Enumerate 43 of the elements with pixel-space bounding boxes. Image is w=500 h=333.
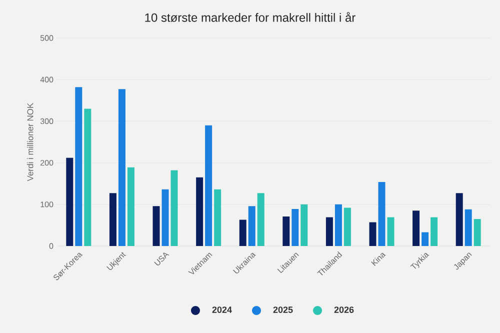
bar (239, 220, 246, 246)
bar (205, 125, 212, 246)
y-tick-label: 500 (40, 35, 54, 41)
legend-label: 2024 (212, 306, 232, 313)
legend-label: 2025 (273, 306, 293, 313)
y-tick-label: 0 (49, 243, 54, 249)
bar (344, 208, 351, 246)
bar (127, 167, 134, 246)
bar (170, 170, 178, 246)
bar (464, 209, 472, 246)
bar (75, 87, 82, 246)
bar (369, 222, 376, 246)
bar (474, 218, 481, 246)
y-tick-label: 400 (40, 76, 54, 82)
bar (387, 217, 394, 246)
legend-label: 2026 (334, 306, 354, 313)
bar (118, 89, 126, 246)
bar (300, 204, 308, 246)
chart-title: 10 største markeder for makrell hittil i år (145, 12, 356, 22)
bar (162, 189, 169, 246)
y-tick-label: 100 (40, 202, 54, 208)
bar (334, 204, 342, 246)
bar (84, 108, 92, 246)
bar (257, 193, 264, 246)
bar (248, 206, 256, 246)
bar (152, 206, 160, 246)
y-tick-label: 200 (40, 160, 54, 166)
bar (422, 232, 429, 246)
bar (292, 208, 299, 246)
bar (66, 158, 74, 246)
y-tick-label: 300 (40, 118, 54, 124)
x-tick-label: USA (154, 252, 170, 266)
bar (456, 193, 463, 246)
x-tick-label: Kina (371, 253, 386, 266)
bar (214, 189, 222, 246)
bar (430, 217, 438, 246)
bar (326, 217, 333, 246)
bar (109, 193, 116, 246)
bar (282, 216, 290, 246)
bar (196, 177, 204, 246)
bar (412, 210, 420, 246)
y-axis-title: Verdi i millioner NOK (27, 102, 34, 182)
bar (378, 182, 386, 246)
